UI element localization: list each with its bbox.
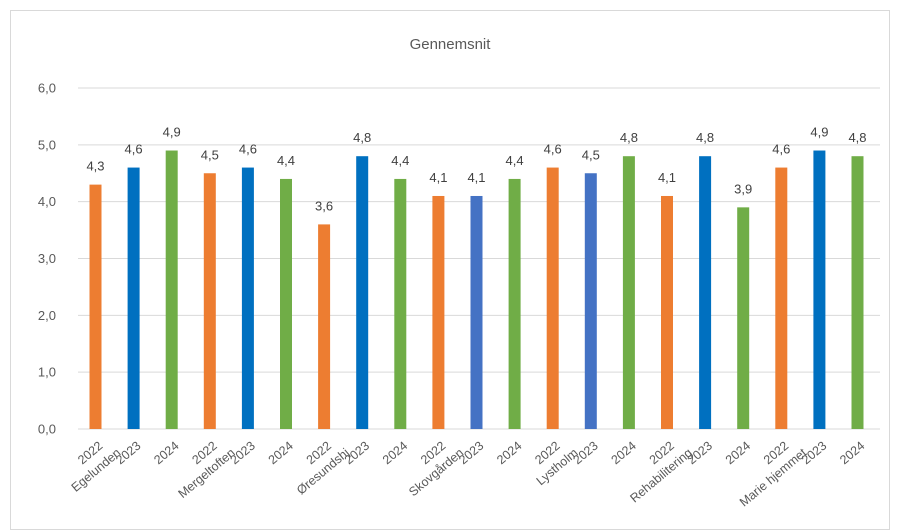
x-tick-label-year: 2024 xyxy=(380,439,410,468)
data-label: 4,6 xyxy=(125,142,143,157)
bar xyxy=(851,156,864,429)
data-label: 3,6 xyxy=(315,198,333,213)
x-tick-label-year: 2024 xyxy=(609,439,639,468)
bar xyxy=(584,173,597,429)
y-tick-label: 1,0 xyxy=(38,365,56,380)
data-label: 4,3 xyxy=(86,159,104,174)
bar xyxy=(622,156,635,429)
x-tick-label-year: 2024 xyxy=(494,439,524,468)
bar xyxy=(318,224,331,429)
bar xyxy=(508,178,521,429)
data-label: 4,4 xyxy=(506,153,524,168)
bar xyxy=(89,184,102,429)
data-label: 4,6 xyxy=(544,142,562,157)
data-label: 4,1 xyxy=(658,170,676,185)
x-tick-label-year: 2024 xyxy=(723,439,753,468)
bar xyxy=(241,167,254,430)
data-label: 4,8 xyxy=(620,130,638,145)
y-tick-label: 5,0 xyxy=(38,137,56,152)
data-label: 4,4 xyxy=(391,153,409,168)
bar xyxy=(394,178,407,429)
data-label: 4,6 xyxy=(772,142,790,157)
data-label: 4,4 xyxy=(277,153,295,168)
data-label: 4,1 xyxy=(467,170,485,185)
chart-title: Gennemsnit xyxy=(410,36,492,53)
bar xyxy=(546,167,559,430)
y-tick-label: 2,0 xyxy=(38,308,56,323)
data-label: 3,9 xyxy=(734,181,752,196)
data-label: 4,6 xyxy=(239,142,257,157)
data-label: 4,9 xyxy=(163,125,181,140)
x-tick-label-year: 2024 xyxy=(151,439,181,468)
bar xyxy=(737,207,750,429)
data-label: 4,5 xyxy=(582,147,600,162)
data-label: 4,8 xyxy=(848,130,866,145)
data-label: 4,1 xyxy=(429,170,447,185)
x-tick-label-year: 2024 xyxy=(837,439,867,468)
data-label: 4,5 xyxy=(201,147,219,162)
bar xyxy=(470,195,483,429)
y-tick-label: 3,0 xyxy=(38,251,56,266)
bar xyxy=(661,195,673,429)
x-tick-label-year: 2024 xyxy=(266,439,296,468)
bar xyxy=(699,156,712,429)
bar xyxy=(813,150,826,429)
data-label: 4,9 xyxy=(810,125,828,140)
bar xyxy=(356,156,369,429)
bar xyxy=(203,173,216,429)
bar xyxy=(165,150,178,429)
bar xyxy=(280,178,292,429)
bar xyxy=(775,167,788,430)
y-tick-label: 4,0 xyxy=(38,194,56,209)
bar xyxy=(127,167,140,430)
y-tick-label: 6,0 xyxy=(38,81,56,96)
data-label: 4,8 xyxy=(696,130,714,145)
data-label: 4,8 xyxy=(353,130,371,145)
y-tick-label: 0,0 xyxy=(38,422,56,437)
bar xyxy=(432,195,445,429)
